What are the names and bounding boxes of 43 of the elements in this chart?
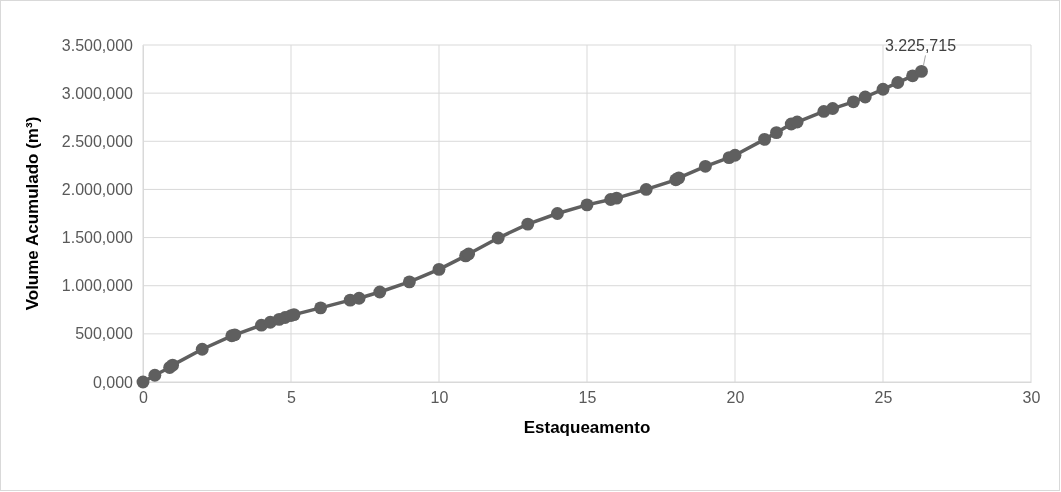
x-tick-label: 0 xyxy=(139,389,149,407)
x-tick-label: 20 xyxy=(726,389,745,407)
y-tick-label: 0,000 xyxy=(92,373,134,391)
x-tick-label: 5 xyxy=(287,389,297,407)
point xyxy=(148,368,162,382)
y-tick-label: 3.500,000 xyxy=(61,36,134,54)
point xyxy=(891,76,905,89)
y-tick-label: 1.500,000 xyxy=(61,229,134,247)
point xyxy=(352,291,366,305)
y-tick-label: 2.500,000 xyxy=(61,132,134,150)
y-tick-label: 2.000,000 xyxy=(61,181,134,199)
x-tick-label: 10 xyxy=(430,389,449,407)
point xyxy=(770,126,783,140)
point xyxy=(698,159,712,173)
x-tick-label: 15 xyxy=(578,389,597,407)
x-axis-title: Estaqueamento xyxy=(523,418,651,437)
point xyxy=(432,262,446,276)
point xyxy=(195,342,209,356)
y-tick-label: 1.000,000 xyxy=(61,277,134,295)
point xyxy=(373,285,387,299)
point xyxy=(580,198,594,212)
y-tick-label: 3.000,000 xyxy=(61,84,134,102)
point xyxy=(314,301,328,315)
y-axis-title: Volume Acumulado (m³) xyxy=(23,116,42,311)
annotation: 3.225,715 xyxy=(884,37,957,55)
point xyxy=(728,148,742,162)
point xyxy=(790,115,804,129)
point xyxy=(758,132,772,146)
point xyxy=(846,95,860,109)
point xyxy=(639,183,653,196)
x-tick-label: 25 xyxy=(874,389,893,407)
point xyxy=(550,207,564,220)
point xyxy=(521,217,535,231)
point xyxy=(136,375,150,389)
point xyxy=(876,82,890,96)
point xyxy=(915,64,928,78)
x-tick-label: 30 xyxy=(1022,389,1041,407)
point xyxy=(491,231,505,245)
point xyxy=(610,191,624,205)
point xyxy=(826,102,840,115)
point xyxy=(858,90,872,104)
point xyxy=(402,275,416,289)
y-tick-label: 500,000 xyxy=(75,325,134,343)
